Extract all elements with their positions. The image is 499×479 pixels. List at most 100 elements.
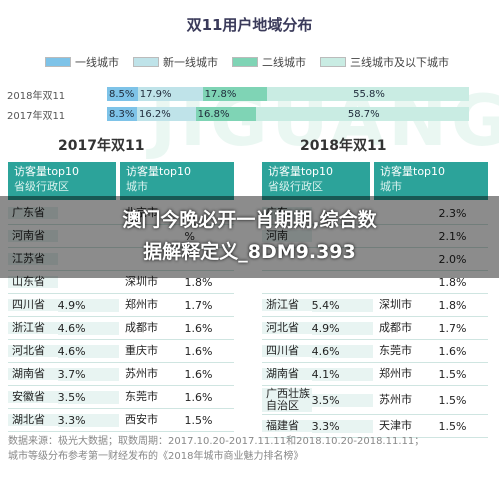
overlay-banner: 澳门今晚必开一肖期期,综合数 据解释定义_8DM9.393 [0,196,499,278]
bar-track: 8.5% 17.9% 17.8% 55.8% [107,87,469,101]
bar-segment: 16.8% [195,107,257,121]
region-cell: 河北省 [8,345,58,357]
source-line-1: 数据来源：极光大数据；取数周期：2017.10.20-2017.11.11和20… [8,436,425,447]
overlay-line-1: 澳门今晚必开一肖期期,综合数 [122,209,377,231]
region-cell: 江苏省 [8,253,58,265]
table-row: 1.8% [262,271,488,294]
bar-category-label: 2018年双11 [7,90,66,102]
bar-value-label: 8.3% [109,108,135,120]
share-cell: 3.5% [311,393,374,407]
table-row: 河北省 4.9% 成都市 1.7% [262,317,488,340]
bar-value-label: 17.8% [204,88,237,100]
region-cell: 西安市 [125,413,159,426]
legend-item: 新一线城市 [133,54,218,70]
legend-swatch [232,57,258,67]
legend: 一线城市 新一线城市 二线城市 三线城市及以下城市 [45,54,485,70]
share-cell: 1.5% [438,393,467,407]
region-cell: 成都市 [379,321,413,334]
source-note: 数据来源：极光大数据；取数周期：2017.10.20-2017.11.11和20… [8,434,424,464]
share-cell: 1.7% [438,321,467,335]
table-row: 2.0% [262,248,488,271]
region-cell: 东莞市 [125,390,159,403]
legend-swatch [320,57,346,67]
table-row: 福建省 3.3% 天津市 1.5% [262,415,488,438]
table-2017: 访客量top10 省级行政区 访客量top10 城市 广东省 北京市 河南省% 江苏省山东省 深… [8,162,234,432]
legend-swatch [133,57,159,67]
bar-value-label: 17.9% [139,88,172,100]
table-2018: 访客量top10 省级行政区 访客量top10 城市 广东 2.3% 河南 2.1% 2.0% 1… [262,162,488,438]
share-cell: 2.3% [438,206,467,220]
share-cell: 2.0% [438,252,467,266]
table-header-cell: 访客量top10 城市 [374,162,488,200]
table-header-cell: 访客量top10 城市 [120,162,234,200]
region-cell: 山东省 [8,276,58,288]
share-cell: 4.9% [57,298,120,312]
region-cell: 浙江省 [262,299,312,311]
table-row: 河南省% [8,225,234,248]
legend-item: 三线城市及以下城市 [320,54,449,70]
table-row: 广东省 北京市 [8,202,234,225]
chart-title: 双11用户地域分布 [186,16,313,34]
bar-row: 2017年双11 8.3% 16.2% 16.8% 58.7% [7,107,477,122]
table-row: 湖南省 4.1% 郑州市 1.5% [262,363,488,386]
region-cell: 四川省 [8,299,58,311]
region-cell: 郑州市 [125,298,159,311]
header-sub-label: 省级行政区 [268,180,323,193]
header-sub-label: 城市 [380,180,402,193]
region-cell: 浙江省 [8,322,58,334]
region-cell: 天津市 [379,419,413,432]
table-header: 访客量top10 省级行政区 访客量top10 城市 [8,162,234,200]
table-row: 广西壮族自治区 3.5% 苏州市 1.5% [262,386,488,415]
region-cell: 河北省 [262,322,312,334]
share-cell: 1.8% [184,275,213,289]
legend-label: 二线城市 [262,56,306,69]
share-cell: 1.5% [438,367,467,381]
region-cell: 安徽省 [8,391,58,403]
header-main-label: 访客量top10 [380,165,446,178]
table-row: 湖北省 3.3% 西安市 1.5% [8,409,234,432]
bar-segment: 17.9% [137,87,203,101]
bar-segment: 16.2% [137,107,196,121]
share-cell: 4.6% [57,344,120,358]
share-cell: 3.3% [311,419,374,433]
share-cell: 1.7% [184,298,213,312]
share-cell: 4.6% [311,344,374,358]
share-cell: 1.8% [438,275,467,289]
region-cell: 苏州市 [379,393,413,406]
share-cell: 5.4% [311,298,374,312]
share-cell: 1.6% [184,344,213,358]
region-cell: 湖北省 [8,414,58,426]
region-cell: 福建省 [262,420,312,432]
legend-swatch [45,57,71,67]
bar-track: 8.3% 16.2% 16.8% 58.7% [107,107,469,121]
header-main-label: 访客量top10 [268,165,334,178]
bar-segment: 17.8% [202,87,267,101]
bar-value-label: 58.7% [347,108,380,120]
share-cell: 3.3% [57,413,120,427]
share-cell: 1.8% [438,298,467,312]
header-main-label: 访客量top10 [14,165,80,178]
region-cell: 湖南省 [8,368,58,380]
share-cell: % [184,229,195,243]
header-sub-label: 省级行政区 [14,180,69,193]
region-cell: 北京市 [125,206,159,219]
header-sub-label: 城市 [126,180,148,193]
table-row: 山东省 深圳市 1.8% [8,271,234,294]
table-header-cell: 访客量top10 省级行政区 [262,162,370,200]
bar-value-label: 8.5% [109,88,135,100]
table-2017-title: 2017年双11 [58,138,145,154]
table-row: 河北省 4.6% 重庆市 1.6% [8,340,234,363]
bar-value-label: 55.8% [353,88,385,100]
share-cell: 1.6% [184,367,213,381]
region-cell: 河南 [262,230,312,242]
bar-value-label: 16.2% [139,108,171,120]
share-cell: 1.5% [438,419,467,433]
table-row: 江苏省 [8,248,234,271]
table-2018-title: 2018年双11 [300,138,387,154]
region-cell: 深圳市 [125,275,159,288]
table-row: 浙江省 5.4% 深圳市 1.8% [262,294,488,317]
bar-value-label: 16.8% [197,108,230,120]
bar-segment: 58.7% [256,107,469,121]
region-cell: 东莞市 [379,344,413,357]
table-row: 广东 2.3% [262,202,488,225]
